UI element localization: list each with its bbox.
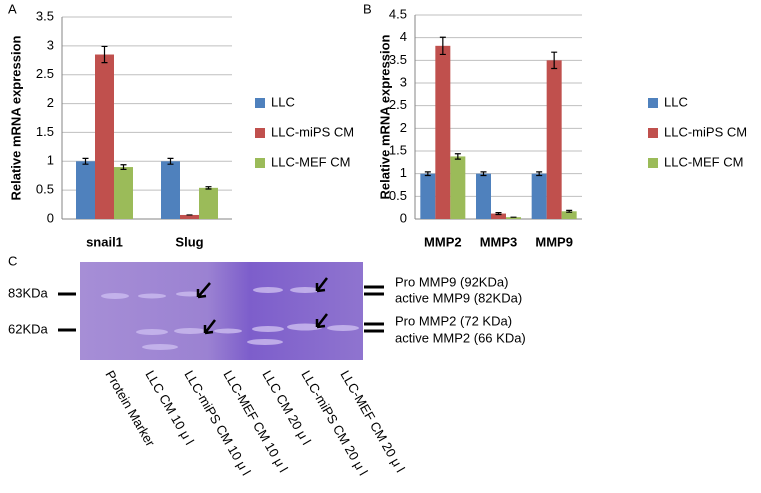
bar [506,217,521,219]
legend-swatch [255,158,265,168]
y-tick-label: 1 [47,153,54,168]
error-bar [167,157,174,165]
legend-swatch [648,98,658,108]
y-tick-label: 1.5 [36,124,54,139]
bar [95,54,114,220]
bar [491,213,506,219]
band-label: Pro MMP9 (92KDa) [395,274,508,289]
y-tick-label: 2 [47,95,54,110]
x-tick-label: MMP2 [424,234,462,249]
y-tick-label: 1 [400,165,407,180]
y-tick-label: 2 [400,120,407,135]
legend-label: LLC [271,94,295,109]
x-tick-label: Slug [175,234,203,249]
band-label: Pro MMP2 (72 KDa) [395,313,512,328]
bar [180,214,199,219]
y-tick-label: 3.5 [389,52,407,67]
y-tick-label: 0 [400,210,407,225]
error-bar [536,171,543,177]
marker-label: 83KDa [8,285,49,300]
error-bar [454,153,461,160]
error-bar [82,157,89,165]
bar [476,173,491,219]
bar [546,60,562,220]
y-tick-label: 3 [47,37,54,52]
bar [76,161,95,219]
legend-label: LLC-miPS CM [664,124,747,139]
legend-label: LLC-miPS CM [271,124,354,139]
band-label: active MMP9 (82KDa) [395,290,522,305]
bar [561,211,577,219]
bar [420,173,436,219]
error-bar [424,171,431,177]
y-tick-label: 2.5 [389,97,407,112]
legend-swatch [648,128,658,138]
y-tick-label: 0 [47,210,54,225]
y-tick-label: 2.5 [36,66,54,81]
legend-swatch [255,98,265,108]
y-axis-label: Relative mRNA expression [8,35,23,200]
y-tick-label: 3 [400,74,407,89]
band-label: active MMP2 (66 KDa) [395,330,526,345]
error-bar [480,171,487,177]
panel-label: B [363,1,372,16]
error-bar [566,209,573,213]
marker-label: 62KDa [8,321,49,336]
legend-label: LLC [664,94,688,109]
panel-label: A [8,1,17,16]
bar [199,187,218,219]
legend-swatch [255,128,265,138]
y-tick-label: 1.5 [389,142,407,157]
bar [435,45,451,220]
error-bar [101,45,108,64]
bar [161,161,180,219]
y-tick-label: 0.5 [36,182,54,197]
bar [114,167,133,219]
gel-image [58,262,384,360]
y-tick-label: 4 [400,29,407,44]
x-tick-label: snail1 [86,234,123,249]
legend-label: LLC-MEF CM [271,154,350,169]
error-bar [551,51,558,70]
legend-label: LLC-MEF CM [664,154,743,169]
x-tick-label: MMP3 [480,234,518,249]
y-tick-label: 0.5 [389,188,407,203]
y-tick-label: 3.5 [36,8,54,23]
y-tick-label: 4.5 [389,6,407,21]
bar [531,173,547,219]
bar [450,156,466,219]
error-bar [205,186,212,190]
error-bar [495,212,502,216]
x-tick-label: MMP9 [535,234,573,249]
error-bar [120,164,127,170]
panel-label: C [8,253,17,268]
error-bar [439,36,446,56]
legend-swatch [648,158,658,168]
y-axis-label: Relative mRNA expression [377,34,392,199]
